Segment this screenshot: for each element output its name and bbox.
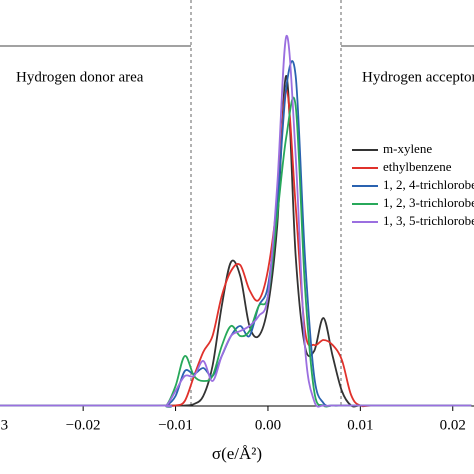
legend-label: ethylbenzene bbox=[383, 159, 452, 174]
legend-label: 1, 3, 5-trichlorobenzene bbox=[383, 213, 474, 228]
x-axis-label: σ(e/Å²) bbox=[212, 444, 262, 463]
x-tick-label: −0.03 bbox=[0, 417, 8, 433]
x-tick-label: −0.02 bbox=[66, 417, 101, 433]
x-tick-label: −0.01 bbox=[158, 417, 193, 433]
x-tick-label: 0.01 bbox=[347, 417, 373, 433]
series-line bbox=[0, 35, 472, 408]
series-line bbox=[0, 75, 472, 408]
series-line bbox=[0, 89, 472, 408]
series-line bbox=[0, 60, 472, 408]
legend-label: 1, 2, 3-trichlorobenzene bbox=[383, 195, 474, 210]
legend-label: 1, 2, 4-trichlorobenzene bbox=[383, 177, 474, 192]
annotation: Hydrogen acceptor area bbox=[362, 69, 474, 85]
legend-label: m-xylene bbox=[383, 141, 432, 156]
x-tick-label: 0.02 bbox=[440, 417, 466, 433]
annotation: Hydrogen donor area bbox=[16, 69, 144, 85]
x-tick-label: 0.00 bbox=[255, 417, 281, 433]
